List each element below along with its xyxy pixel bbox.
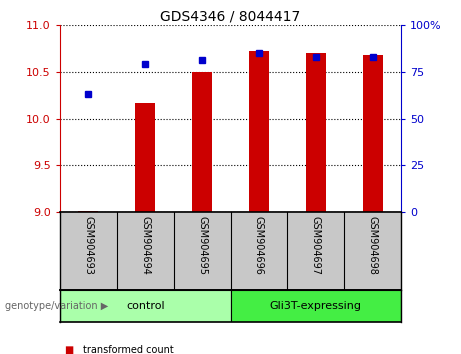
Bar (78, 211, 98, 212)
Bar (363, 55, 383, 212)
Text: GSM904698: GSM904698 (367, 216, 378, 275)
Bar (306, 53, 326, 212)
Text: ■: ■ (65, 346, 74, 354)
Text: GSM904694: GSM904694 (140, 216, 150, 275)
Text: control: control (126, 301, 165, 311)
Text: GSM904693: GSM904693 (83, 216, 94, 275)
Text: GSM904695: GSM904695 (197, 216, 207, 275)
Title: GDS4346 / 8044417: GDS4346 / 8044417 (160, 10, 301, 24)
Bar (135, 103, 155, 212)
Bar (192, 72, 212, 212)
Bar (60, 290, 230, 322)
Bar (249, 51, 269, 212)
Text: GSM904697: GSM904697 (311, 216, 321, 275)
Bar (230, 290, 401, 322)
Text: genotype/variation ▶: genotype/variation ▶ (5, 301, 108, 311)
Text: GSM904696: GSM904696 (254, 216, 264, 275)
Text: transformed count: transformed count (83, 346, 174, 354)
Text: Gli3T-expressing: Gli3T-expressing (270, 301, 362, 311)
